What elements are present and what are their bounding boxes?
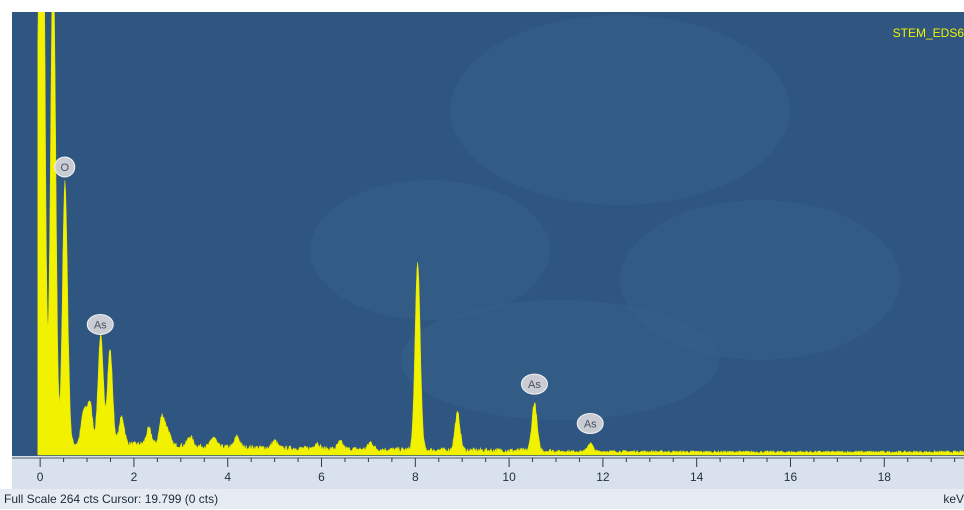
x-axis-band bbox=[12, 456, 964, 489]
spectrum-plot-area[interactable]: STEM_EDS6 bbox=[12, 12, 964, 458]
peak-label-bubble bbox=[86, 313, 114, 335]
x-tick-label: 18 bbox=[878, 470, 892, 484]
x-tick-label: 12 bbox=[596, 470, 610, 484]
peak-label-text: O bbox=[60, 162, 69, 174]
background-blob bbox=[310, 180, 550, 320]
x-tick-label: 4 bbox=[224, 470, 231, 484]
background-blob bbox=[620, 200, 900, 360]
status-readout: Full Scale 264 cts Cursor: 19.799 (0 cts… bbox=[4, 492, 219, 506]
x-tick-label: 16 bbox=[784, 470, 798, 484]
peak-label-bubble bbox=[576, 412, 604, 434]
peak-label: O bbox=[54, 156, 76, 178]
x-tick-label: 14 bbox=[690, 470, 704, 484]
plot-background-texture bbox=[310, 15, 900, 420]
spectrum-title: STEM_EDS6 bbox=[892, 26, 964, 40]
peak-label-bubble bbox=[520, 373, 548, 395]
peak-label: As bbox=[520, 373, 548, 395]
background-blob bbox=[450, 15, 790, 205]
x-tick-label: 8 bbox=[412, 470, 419, 484]
peak-label: As bbox=[86, 313, 114, 335]
peak-label: As bbox=[576, 412, 604, 434]
spectrum-series bbox=[37, 12, 964, 456]
x-tick-label: 10 bbox=[502, 470, 516, 484]
energy-unit-label: keV bbox=[943, 492, 964, 506]
peak-label-text: As bbox=[528, 379, 541, 391]
spectrum-chart: 0 2 4 6 8 10 12 14 16 18 O As As As bbox=[12, 12, 964, 489]
x-tick-label: 2 bbox=[131, 470, 138, 484]
background-blob bbox=[400, 300, 720, 420]
status-bar: Full Scale 264 cts Cursor: 19.799 (0 cts… bbox=[0, 489, 964, 509]
x-tick-label: 6 bbox=[318, 470, 325, 484]
peak-label-text: As bbox=[584, 418, 597, 430]
peak-label-text: As bbox=[94, 319, 107, 331]
peak-label-bubble bbox=[54, 156, 76, 178]
x-tick-label: 0 bbox=[37, 470, 44, 484]
